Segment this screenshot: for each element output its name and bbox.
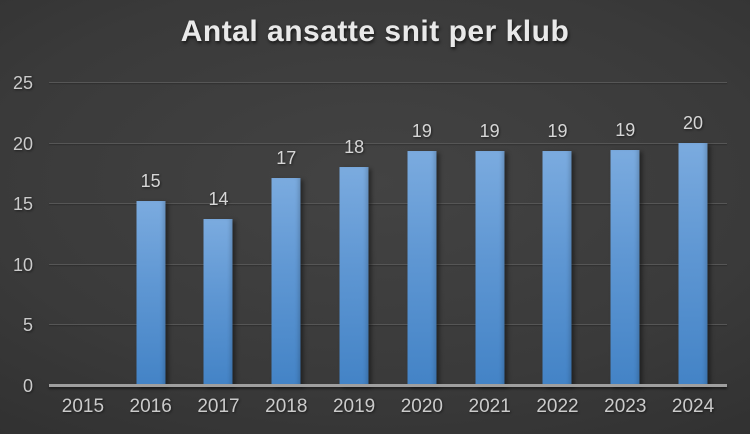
x-tick-label-2016: 2016: [129, 396, 172, 417]
bar-2021: [475, 151, 505, 386]
category-slot-2021: 19: [456, 83, 524, 386]
bar-2018: [271, 177, 301, 386]
x-axis-tick-labels: 2015 2016 2017 2018 2019 2020 2021 2022 2023 2024: [49, 396, 727, 418]
category-slot-2024: 20: [659, 83, 727, 386]
data-label-2024: 20: [683, 113, 704, 133]
bar-2023: [610, 150, 640, 386]
data-label-2023: 19: [615, 120, 636, 141]
category-slot-2017: 14: [185, 83, 253, 386]
data-label-2016: 15: [140, 170, 161, 191]
x-tick-label-2019: 2019: [332, 396, 376, 417]
gridline-10: [49, 263, 727, 265]
x-axis-line: [49, 384, 727, 387]
data-label-2020: 19: [411, 121, 432, 142]
gridline-5: [49, 324, 727, 326]
data-label-2021: 19: [479, 121, 500, 142]
y-tick-label-0: 0: [22, 376, 33, 396]
category-slot-2022: 19: [524, 83, 592, 386]
category-slot-2018: 17: [252, 83, 320, 386]
data-label-2022: 19: [547, 120, 568, 141]
y-tick-label-15: 15: [12, 194, 33, 215]
category-slot-2019: 18: [320, 83, 388, 386]
x-tick-label-2020: 2020: [400, 396, 444, 417]
bar-2020: [407, 151, 437, 386]
category-slot-2023: 19: [591, 83, 659, 386]
data-label-2017: 14: [208, 188, 229, 209]
y-tick-label-25: 25: [12, 73, 33, 93]
bar-2017: [203, 218, 233, 386]
gridline-25: [49, 82, 727, 83]
y-tick-label-5: 5: [22, 315, 33, 336]
chart-title: Antal ansatte snit per klub: [180, 15, 570, 48]
y-axis-tick-labels: 0 5 10 15 20 25: [0, 74, 38, 395]
x-tick-label-2024: 2024: [671, 396, 715, 417]
gridline-20: [49, 142, 727, 144]
category-slot-2016: 15: [117, 83, 185, 386]
gridline-15: [49, 203, 727, 205]
bar-series: 15 14 17 18 19 19 19 19 20: [49, 83, 727, 386]
data-label-2019: 18: [344, 136, 365, 157]
x-tick-label-2022: 2022: [536, 396, 579, 417]
x-tick-label-2023: 2023: [604, 396, 647, 417]
plot-area: 15 14 17 18 19 19 19 19 20: [49, 82, 727, 387]
x-tick-label-2017: 2017: [197, 396, 240, 417]
bar-2019: [339, 166, 369, 386]
x-tick-label-2018: 2018: [265, 396, 308, 417]
data-label-2018: 17: [276, 147, 297, 168]
category-slot-2015: [49, 83, 117, 386]
y-tick-label-20: 20: [12, 133, 33, 154]
x-tick-label-2021: 2021: [468, 396, 511, 417]
x-tick-label-2015: 2015: [61, 396, 105, 417]
bar-2016: [136, 200, 166, 386]
category-slot-2020: 19: [388, 83, 456, 386]
bar-2024: [678, 143, 708, 386]
bar-2022: [542, 150, 572, 386]
y-tick-label-10: 10: [12, 254, 33, 275]
